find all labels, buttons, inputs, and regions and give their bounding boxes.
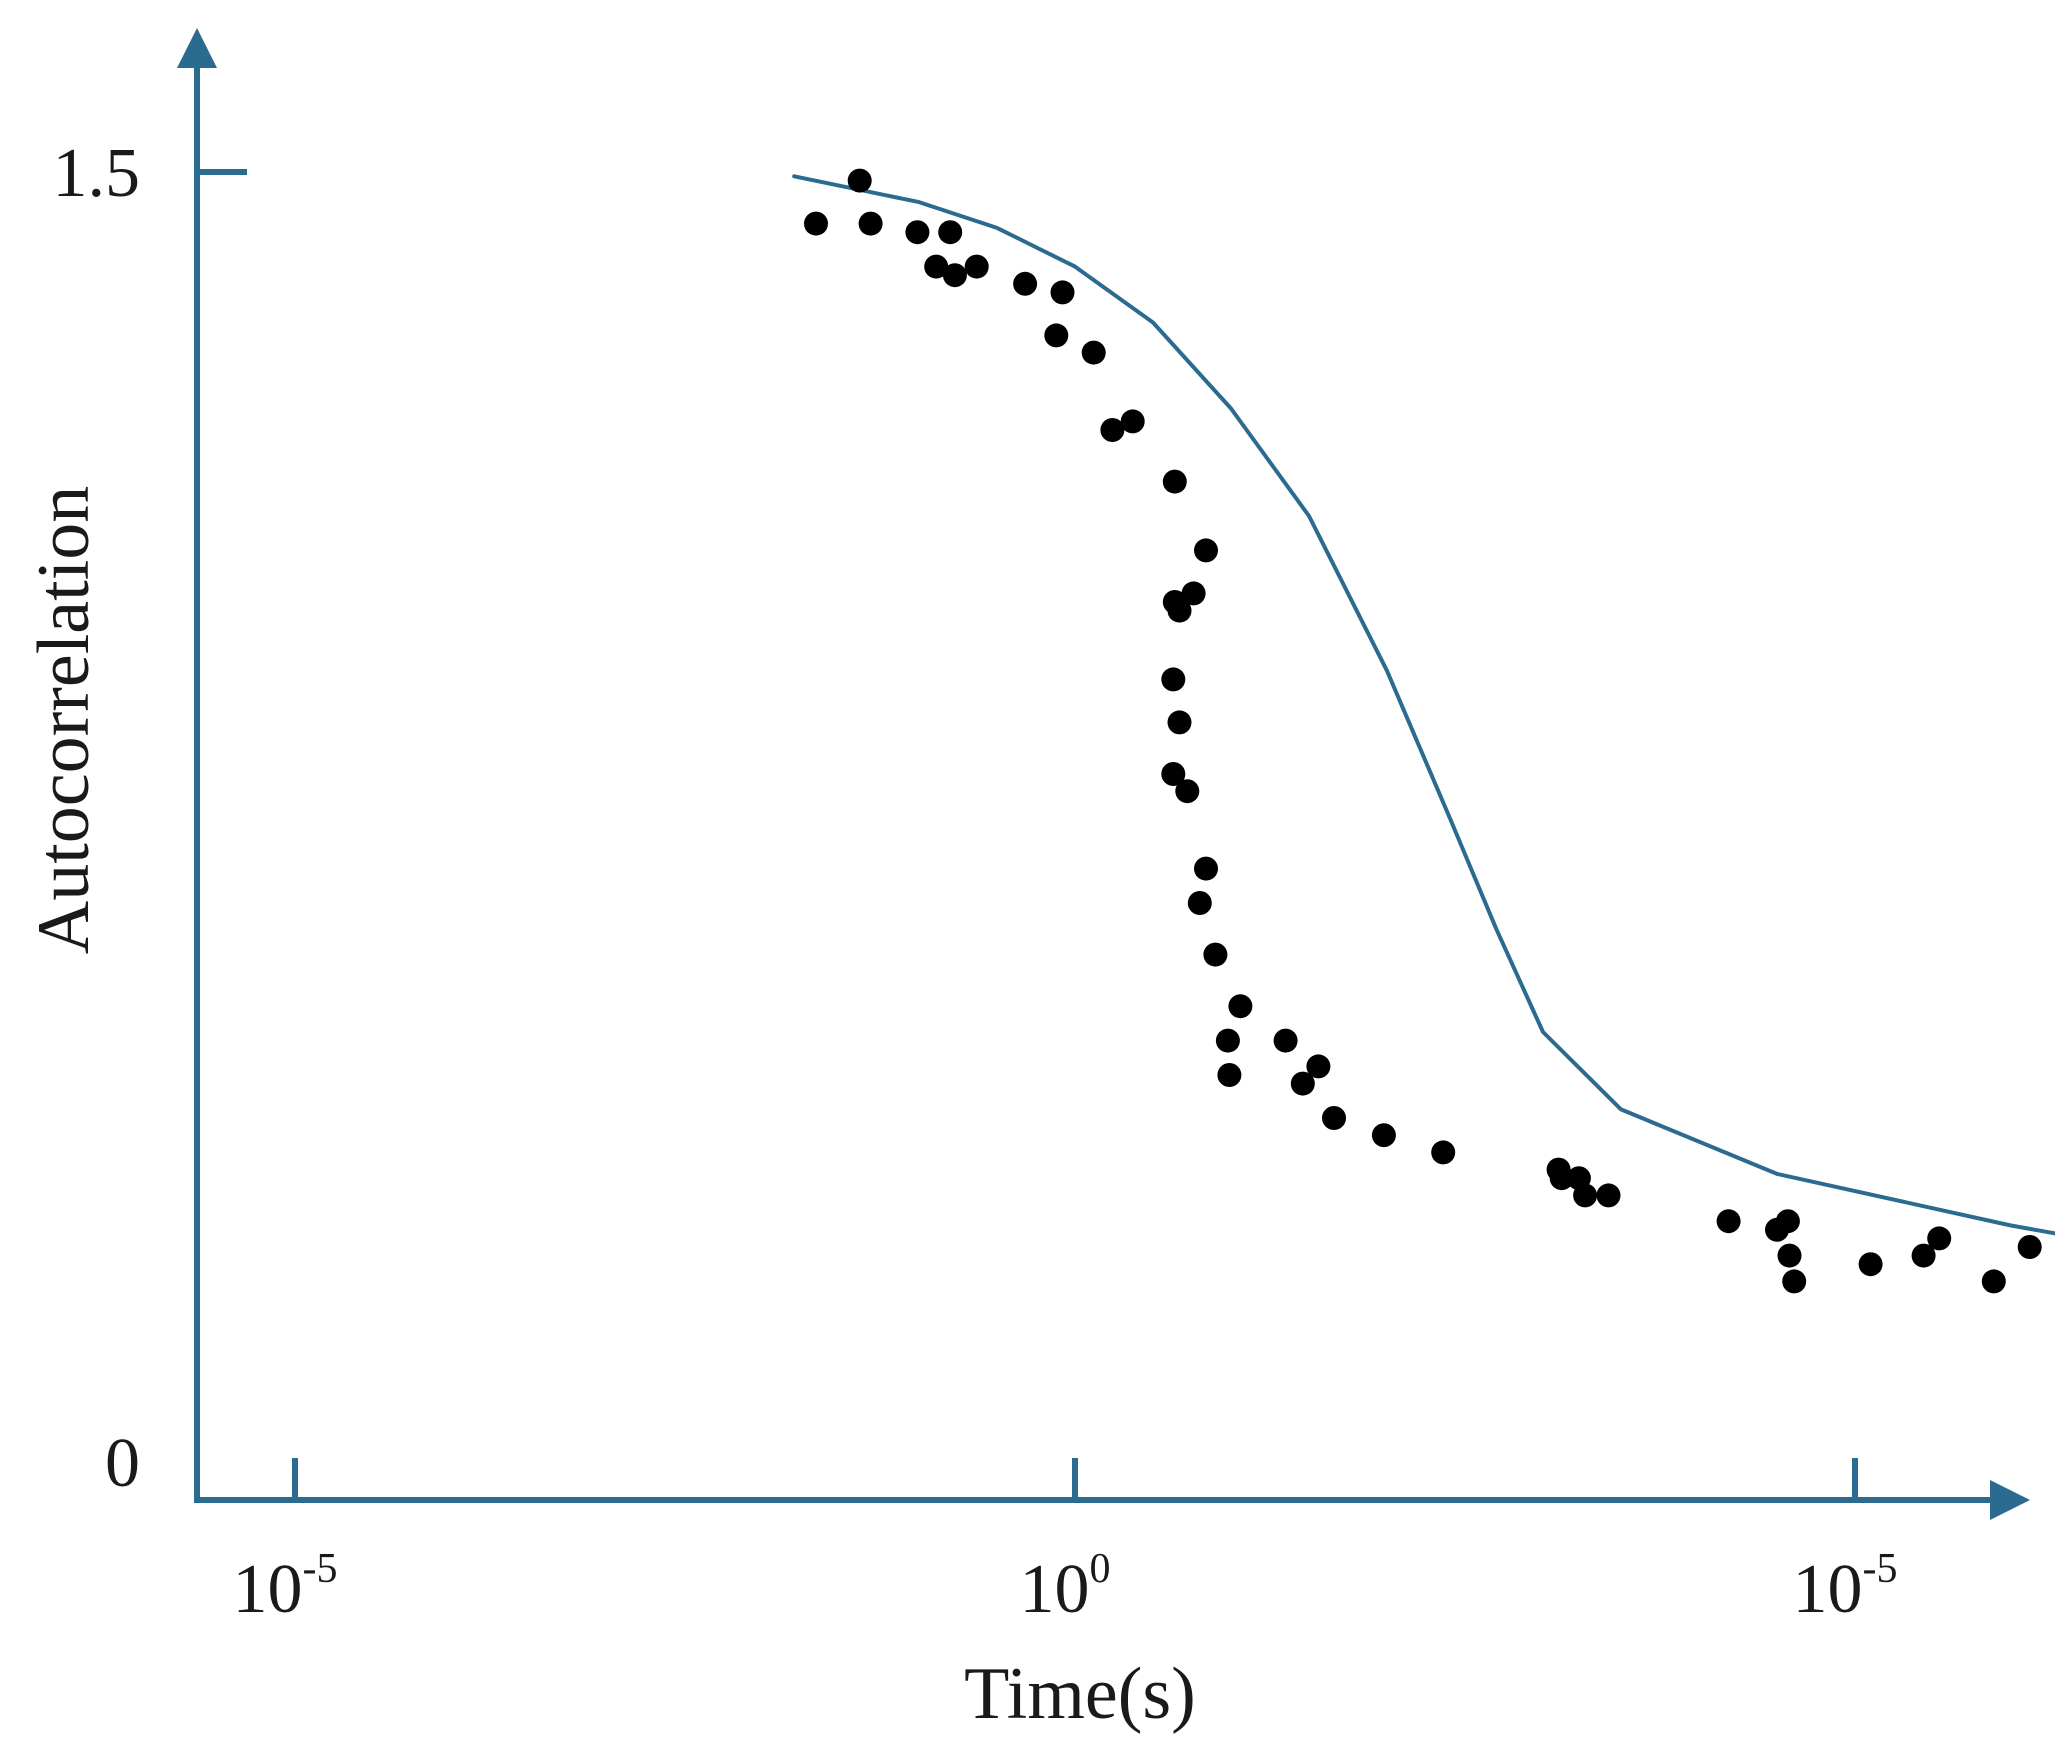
data-point (1050, 280, 1075, 305)
data-point (1290, 1071, 1315, 1096)
data-point (1203, 942, 1228, 967)
data-point (1081, 340, 1106, 365)
data-point (1322, 1106, 1346, 1130)
fit-curve-layer (792, 174, 2055, 1236)
data-point (1549, 1166, 1574, 1191)
data-point (1782, 1269, 1807, 1294)
data-points-layer (804, 168, 2042, 1294)
data-point (1161, 667, 1186, 692)
data-point (1775, 1209, 1800, 1234)
data-point (1187, 891, 1212, 915)
data-point (2017, 1235, 2042, 1259)
data-point (1194, 856, 1218, 881)
x-axis-title: Time(s) (964, 1653, 1196, 1735)
y-axis-arrow-icon (177, 28, 217, 68)
x-tick-label: 10-5 (233, 1546, 338, 1628)
data-point (1716, 1209, 1741, 1234)
data-point (1858, 1252, 1883, 1277)
data-point (1162, 469, 1187, 494)
data-point (1596, 1183, 1621, 1208)
data-point (942, 263, 967, 288)
data-point (1120, 409, 1145, 434)
data-point (1194, 538, 1218, 563)
data-point (1167, 598, 1192, 623)
data-point (1273, 1028, 1298, 1053)
y-tick-label: 1.5 (53, 135, 141, 212)
data-point (1573, 1183, 1598, 1208)
data-point (1161, 762, 1186, 786)
data-point (1371, 1123, 1396, 1148)
axes-layer (177, 28, 2030, 1520)
fit-curve (792, 174, 2055, 1236)
data-point (905, 220, 930, 245)
data-point (1777, 1243, 1802, 1268)
data-point (1181, 581, 1206, 606)
data-point (858, 211, 883, 236)
y-tick-labels: 1.50 (53, 135, 141, 1502)
data-point (1167, 710, 1192, 735)
data-point (924, 254, 949, 279)
data-point (1228, 994, 1253, 1019)
data-point (1911, 1243, 1936, 1268)
data-point (1981, 1269, 2006, 1294)
x-tick-label: 100 (1020, 1546, 1111, 1628)
data-point (1013, 271, 1038, 296)
data-point (804, 211, 828, 236)
x-tick-labels: 10-5 100 10-5 (233, 1546, 1898, 1628)
data-point (1044, 323, 1069, 348)
data-point (938, 220, 963, 245)
data-point (1306, 1054, 1331, 1079)
data-point (1217, 1063, 1242, 1087)
y-tick-label: 0 (105, 1425, 140, 1502)
y-axis-title: Autocorrelation (23, 486, 105, 955)
data-point (1215, 1028, 1240, 1053)
x-axis-arrow-icon (1990, 1480, 2030, 1520)
data-point (847, 168, 872, 193)
data-point (1927, 1226, 1952, 1251)
data-point (1431, 1140, 1456, 1165)
data-point (964, 254, 989, 279)
data-point (1175, 779, 1200, 804)
x-tick-label: 10-5 (1793, 1546, 1898, 1628)
data-point (1100, 418, 1125, 442)
